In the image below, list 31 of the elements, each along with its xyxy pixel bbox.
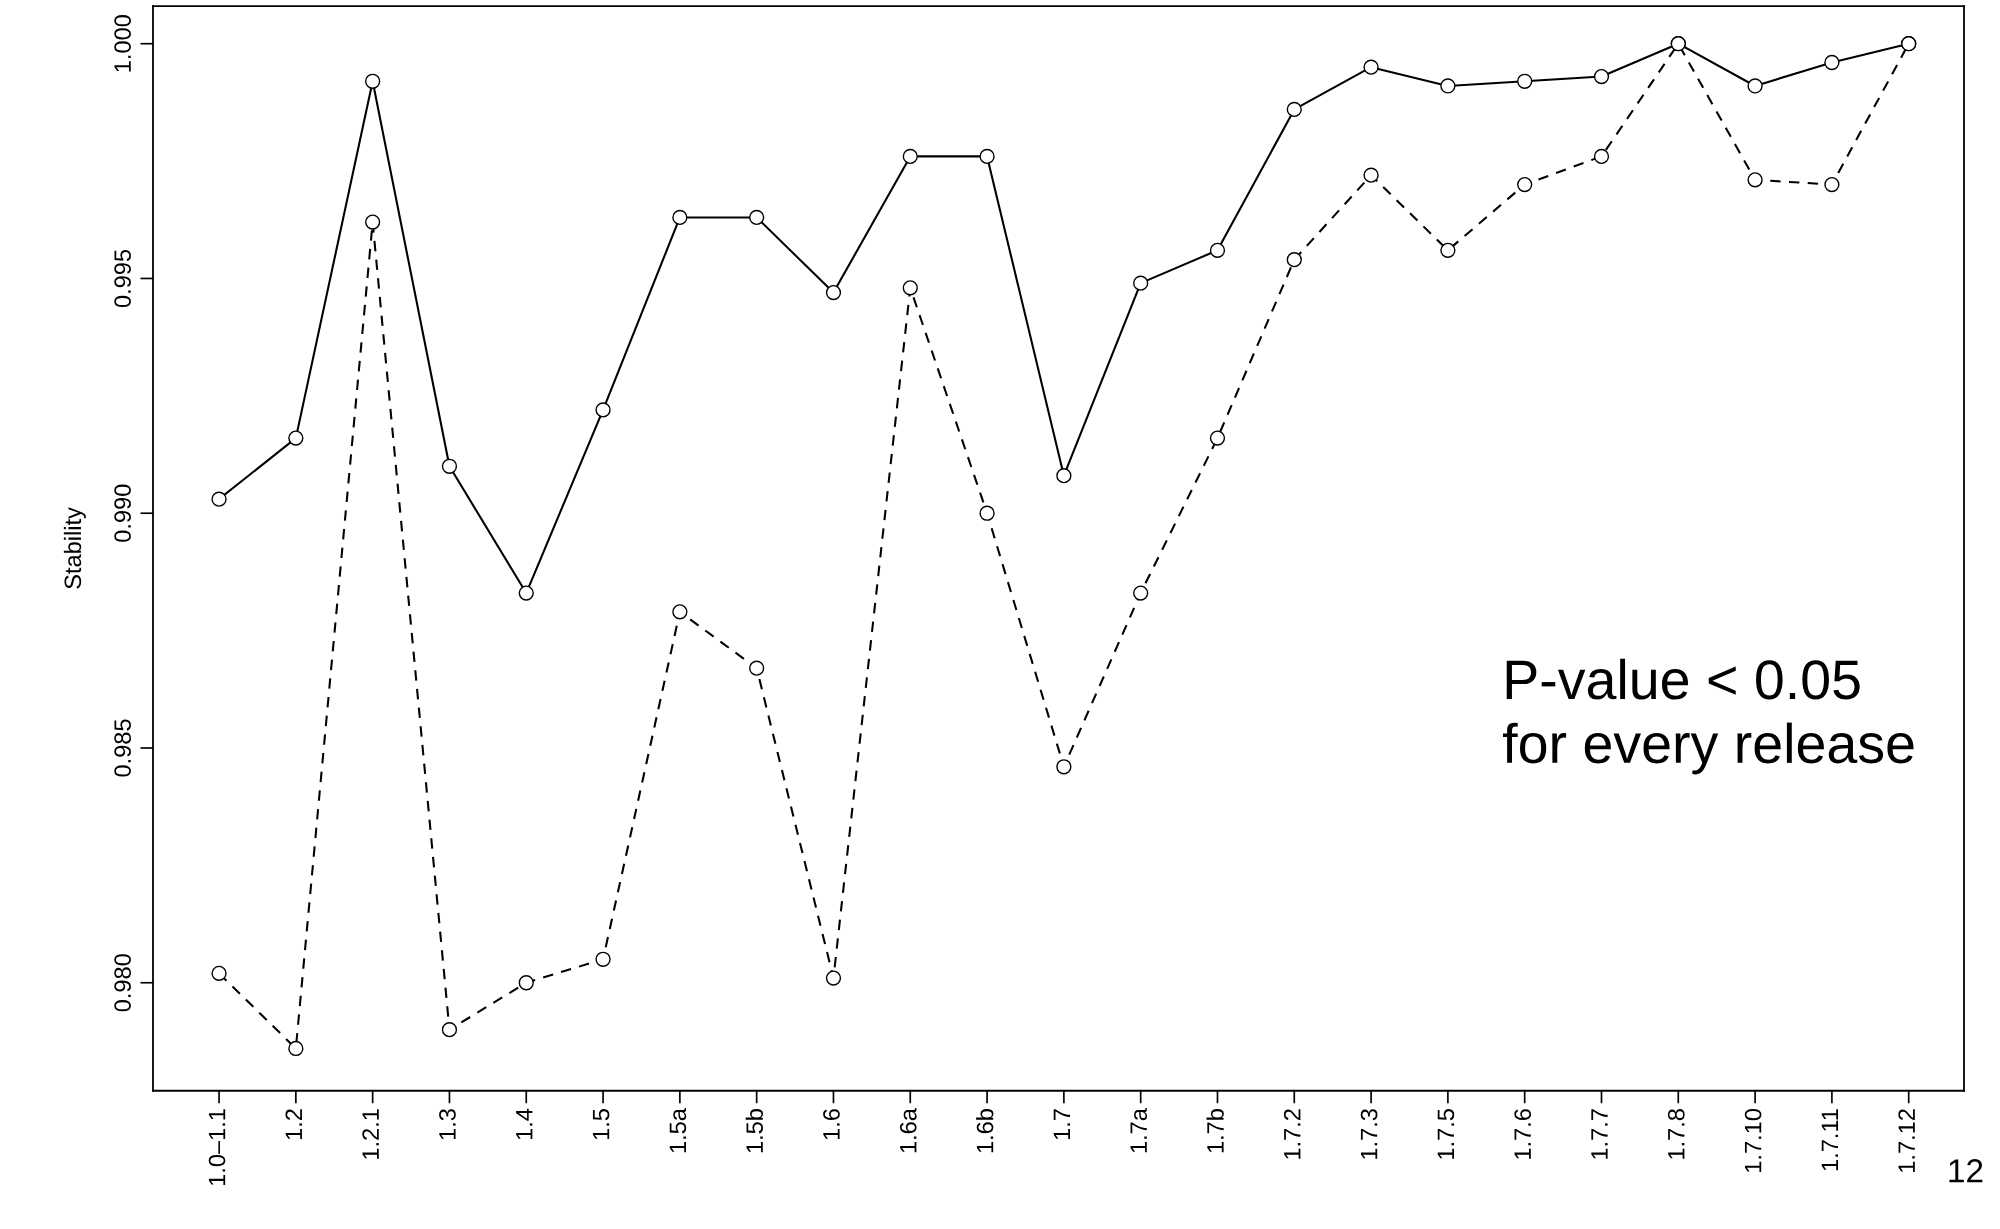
x-tick-label: 1.7.6 [1514,1109,1532,1159]
x-tick-label: 1.7.12 [1898,1109,1915,1172]
x-tick-label: 1.7a [1130,1108,1148,1153]
x-tick-label: 1.2.1 [362,1109,379,1159]
text: 12 [1949,1159,1983,1183]
x-tick-label: 1.3 [439,1109,456,1140]
x-tick-label: 1.2 [285,1109,302,1140]
x-tick-label: 1.7.5 [1437,1109,1455,1159]
y-tick-label: 1.000 [114,15,131,72]
x-tick-label: 1.7.10 [1744,1109,1762,1172]
x-tick-label: 1.4 [516,1108,533,1140]
x-tick-label: 1.7.7 [1591,1109,1608,1159]
x-tick-label: 1.5b [745,1109,763,1153]
x-tick-label: 1.7 [1053,1109,1070,1140]
x-tick-label: 1.6 [823,1109,840,1140]
x-tick-label: 1.5a [669,1108,687,1153]
y-tick-label: 0.980 [114,954,131,1012]
x-tick-label: 1.7.11 [1821,1109,1839,1171]
annotation: P-value < 0.05 for every release [1502,658,1914,775]
x-tick-label: 1.0–1.1 [208,1109,226,1186]
x-tick-label: 1.7b [1206,1109,1224,1153]
x-tick-label: 1.6b [976,1109,994,1153]
x-tick-label: 1.7.3 [1360,1109,1378,1159]
x-tick-label: 1.7.8 [1667,1109,1685,1159]
x-tick-label: 1.6a [899,1108,917,1153]
y-tick-label: 0.990 [114,484,131,542]
x-tick-label: 1.7.2 [1283,1109,1301,1159]
y-tick-label: 0.995 [114,249,131,308]
x-tick-label: 1.5 [592,1109,610,1140]
y-tick-label: 0.985 [114,719,131,777]
y-axis-title: Stability [63,507,86,589]
